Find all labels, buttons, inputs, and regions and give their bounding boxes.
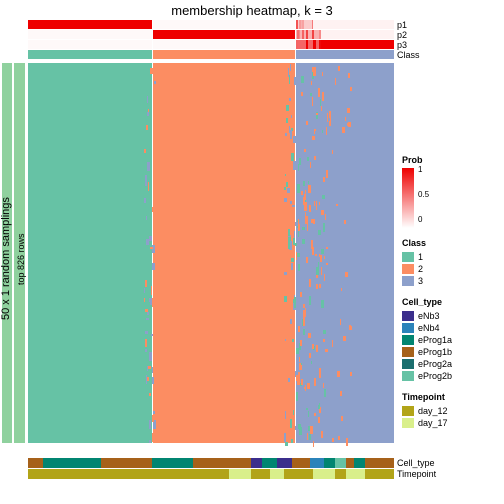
bottom-annotations <box>28 458 394 480</box>
rows-label: top 826 rows <box>16 233 26 285</box>
legend-area: Prob10.50Class123Cell_typeeNb3eNb4eProg1… <box>402 155 497 439</box>
class-label: Class <box>397 50 420 60</box>
main-heatmap <box>28 63 394 443</box>
class-annotation-row <box>28 50 394 59</box>
celltype-label: Cell_type <box>397 458 435 468</box>
timepoint-label: Timepoint <box>397 469 436 479</box>
plot-area <box>28 20 394 480</box>
p2-label: p2 <box>397 30 407 40</box>
top-prob-annotation <box>28 20 394 50</box>
chart-title: membership heatmap, k = 3 <box>0 3 504 18</box>
p3-label: p3 <box>397 40 407 50</box>
sampling-label: 50 x 1 random samplings <box>0 197 12 320</box>
p1-label: p1 <box>397 20 407 30</box>
